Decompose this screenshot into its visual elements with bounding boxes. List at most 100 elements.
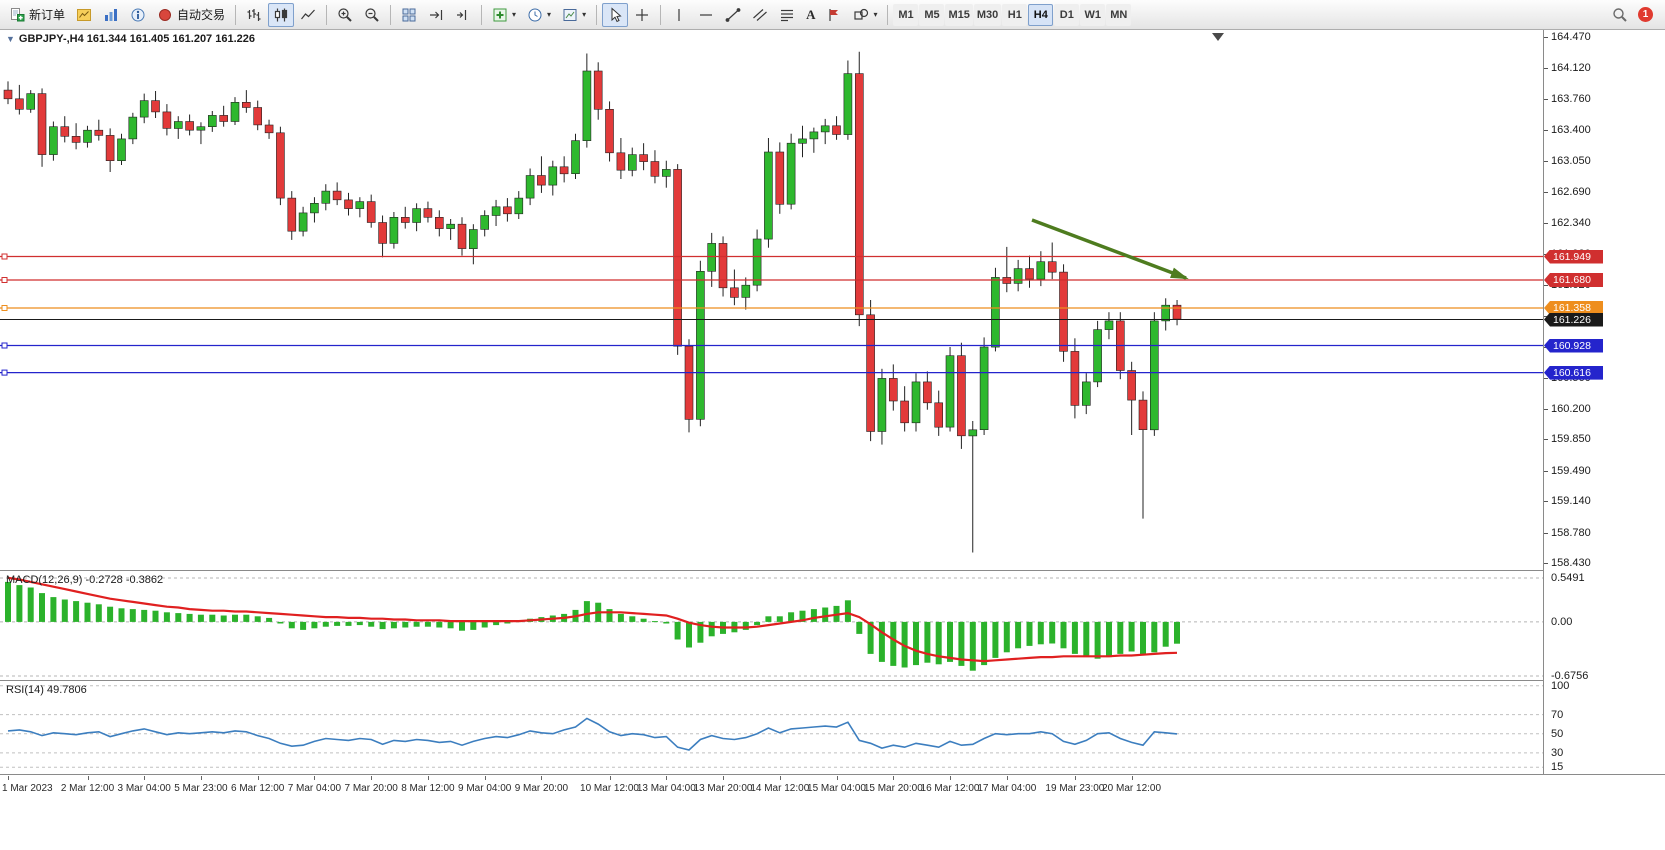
text-tool-button[interactable]: A [801, 3, 820, 27]
horizontal-line[interactable] [0, 277, 1543, 283]
vertical-line-tool-button[interactable] [666, 3, 692, 27]
axis-tick [1544, 408, 1548, 410]
timeframe-button-D1[interactable]: D1 [1054, 3, 1080, 26]
indicators-button[interactable]: ▾ [487, 3, 521, 27]
shapes-icon [854, 8, 869, 20]
new-chart-button[interactable] [71, 3, 97, 27]
crosshair-tool-button[interactable] [629, 3, 655, 27]
toolbar-separator [326, 4, 328, 25]
fibonacci-tool-button[interactable] [774, 3, 800, 27]
time-axis-separator [0, 774, 1665, 775]
hline-price-tag: 161.680 [1544, 273, 1603, 287]
periods-button[interactable]: ▾ [522, 3, 556, 27]
channel-icon [753, 8, 767, 21]
search-button[interactable] [1607, 3, 1633, 27]
notification-badge[interactable]: 1 [1638, 7, 1653, 22]
autotrading-button[interactable]: 自动交易 [152, 3, 230, 27]
time-label: 7 Mar 20:00 [344, 783, 398, 794]
shapes-tool-button[interactable]: ▾ [848, 3, 882, 27]
zoom-out-button[interactable] [359, 3, 385, 27]
time-tick [87, 776, 89, 780]
candlestick-mode-button[interactable] [268, 2, 295, 27]
trendline-tool-button[interactable] [720, 3, 746, 27]
bar-chart-icon [247, 8, 261, 21]
time-tick [257, 776, 259, 780]
chevron-down-icon: ▾ [582, 9, 587, 19]
chart-shift-marker[interactable] [1212, 33, 1224, 41]
horizontal-line[interactable] [0, 253, 1543, 260]
cursor-tool-button[interactable] [602, 2, 629, 27]
time-label: 15 Mar 04:00 [807, 783, 866, 794]
time-tick [8, 776, 9, 780]
macd-panel[interactable]: MACD(12,26,9) -0.2728 -0.3862 [0, 571, 1543, 680]
rsi-axis-label: 50 [1551, 727, 1564, 740]
timeframe-button-H1[interactable]: H1 [1002, 3, 1028, 26]
toolbar-separator [390, 4, 392, 25]
tile-windows-button[interactable] [396, 3, 422, 27]
macd-signal-line [7, 576, 1178, 663]
timeframe-button-M30[interactable]: M30 [973, 3, 1002, 26]
bar-chart-mode-button[interactable] [241, 3, 267, 27]
candlestick-chart[interactable] [0, 30, 1543, 570]
autotrading-label: 自动交易 [177, 8, 226, 22]
rsi-panel[interactable]: RSI(14) 49.7806 [0, 681, 1543, 774]
toolbar: 新订单 自动交易 [0, 0, 1665, 30]
zoom-in-icon [338, 7, 352, 22]
main-chart-panel[interactable]: ▼ GBPJPY-,H4 161.344 161.405 161.207 161.… [0, 30, 1543, 570]
auto-scroll-button[interactable] [423, 3, 449, 27]
trend-arrow[interactable] [1031, 218, 1189, 280]
macd-axis-label: 0.00 [1551, 615, 1573, 628]
panel-splitter[interactable] [0, 570, 1665, 571]
collapse-panel-icon[interactable]: ▼ [6, 34, 15, 44]
horizontal-line[interactable] [0, 305, 1543, 311]
axis-tick-label: 159.850 [1551, 433, 1591, 446]
timeframe-button-W1[interactable]: W1 [1080, 3, 1106, 26]
label-tool-button[interactable] [821, 3, 847, 27]
time-label: 3 Mar 04:00 [117, 783, 171, 794]
market-watch-button[interactable] [98, 3, 124, 27]
hline-price-tag: 160.616 [1544, 365, 1603, 380]
axis-tick-label: 163.050 [1551, 154, 1591, 167]
data-window-button[interactable] [125, 3, 151, 27]
timeframe-group: M1 M5 M15 M30 H1 H4 D1 W1 MN [893, 3, 1132, 26]
timeframe-button-MN[interactable]: MN [1106, 3, 1132, 26]
axis-tick [1544, 130, 1548, 132]
new-order-button[interactable]: 新订单 [4, 3, 70, 27]
axis-tick-label: 162.340 [1551, 216, 1591, 229]
rsi-label: RSI(14) 49.7806 [6, 684, 87, 696]
time-axis[interactable]: 1 Mar 2023 2 Mar 12:00 3 Mar 04:00 5 Mar 23… [0, 775, 1665, 805]
line-chart-icon [301, 9, 315, 19]
time-tick [779, 776, 781, 780]
time-tick [371, 776, 373, 780]
bid-price-tag: 161.226 [1544, 312, 1603, 327]
time-label: 16 Mar 12:00 [920, 783, 980, 794]
time-tick [427, 776, 429, 780]
time-tick [666, 776, 668, 780]
chart-title: ▼ GBPJPY-,H4 161.344 161.405 161.207 161.… [6, 33, 255, 45]
timeframe-button-M1[interactable]: M1 [893, 3, 919, 26]
rsi-chart [0, 685, 1543, 768]
time-label: 14 Mar 12:00 [750, 783, 810, 794]
templates-button[interactable]: ▾ [557, 3, 591, 27]
channel-tool-button[interactable] [747, 3, 773, 27]
chart-shift-button[interactable] [450, 3, 476, 27]
timeframe-button-M15[interactable]: M15 [945, 3, 973, 26]
axis-tick [1544, 285, 1548, 287]
horizontal-line[interactable] [0, 342, 1543, 349]
horizontal-line[interactable] [0, 369, 1543, 376]
price-axis[interactable]: 164.470 164.120 163.760 163.400 163.050 162.6… [1543, 30, 1665, 774]
axis-tick [1544, 67, 1548, 69]
line-chart-mode-button[interactable] [295, 3, 321, 27]
trendline-icon [725, 7, 741, 22]
time-label: 8 Mar 12:00 [401, 783, 455, 794]
timeframe-button-H4[interactable]: H4 [1028, 3, 1054, 26]
time-label: 13 Mar 04:00 [636, 783, 696, 794]
auto-scroll-icon [430, 9, 443, 20]
candles-series [3, 51, 1182, 553]
zoom-in-button[interactable] [332, 3, 358, 27]
timeframe-button-M5[interactable]: M5 [919, 3, 945, 26]
panel-splitter[interactable] [0, 680, 1665, 681]
chevron-down-icon: ▾ [873, 9, 878, 19]
horizontal-line-tool-button[interactable] [693, 3, 719, 27]
time-label: 17 Mar 04:00 [977, 783, 1037, 794]
